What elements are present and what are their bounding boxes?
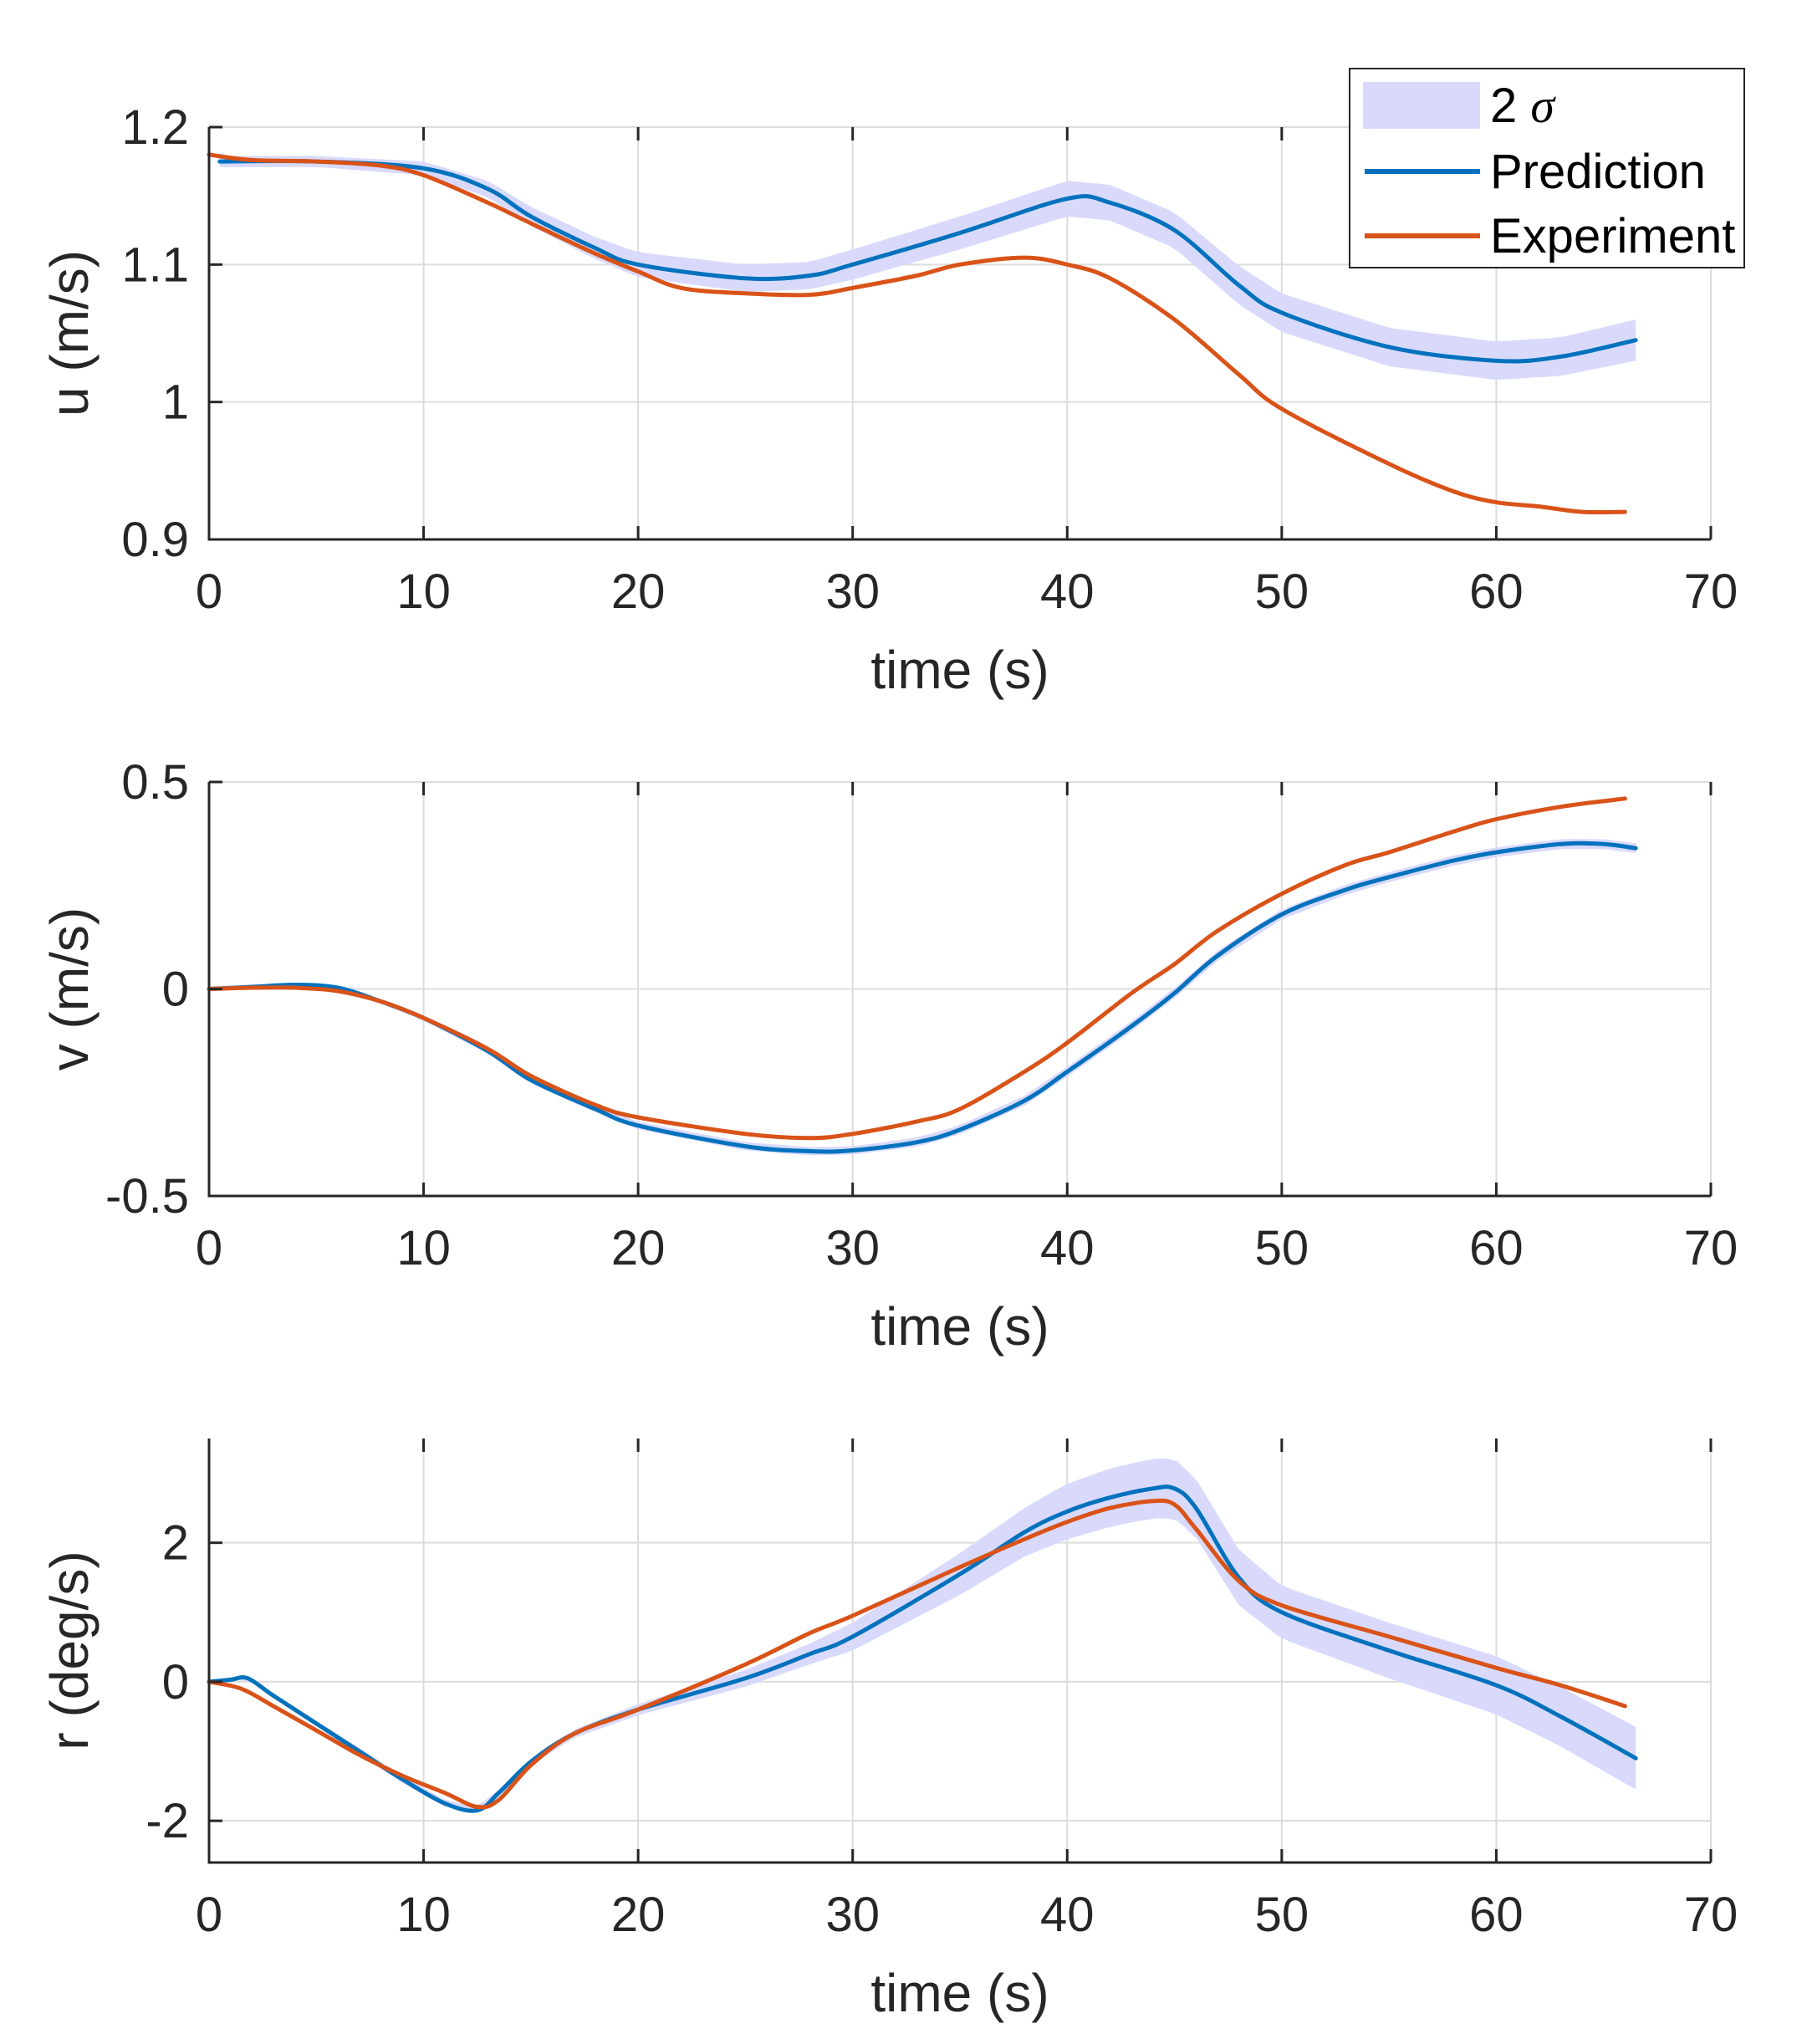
legend-experiment-label: Experiment [1490, 209, 1735, 263]
y-tick-label: 0.5 [121, 755, 189, 810]
y-tick-label: 0.9 [121, 513, 189, 567]
subplot-u: 0 10 20 30 40 50 60 70 0.9 1 1.1 1.2 time (s) u (m/s) [39, 100, 1738, 700]
x-tick-label: 10 [396, 565, 451, 619]
x-tick-label: 0 [196, 1221, 222, 1275]
experiment-line [207, 796, 1627, 1141]
experiment-line [207, 1498, 1627, 1810]
y-tick-label: 1.1 [121, 238, 189, 292]
x-axis-label: time (s) [870, 640, 1049, 700]
y-tick-label: -0.5 [105, 1169, 189, 1224]
x-tick-label: 70 [1684, 565, 1738, 619]
prediction-line [217, 158, 1638, 364]
y-tick-label: 0 [162, 963, 189, 1017]
y-tick-label: 0 [162, 1655, 189, 1709]
x-tick-label: 40 [1040, 1888, 1095, 1942]
legend-band-number: 2 [1490, 79, 1517, 133]
y-axis-label: u (m/s) [39, 250, 100, 416]
x-tick-label: 30 [825, 1221, 880, 1275]
x-axis-label: time (s) [870, 1963, 1049, 2023]
x-tick-label: 40 [1040, 565, 1095, 619]
x-tick-label: 20 [611, 1221, 666, 1275]
x-axis-label: time (s) [870, 1296, 1049, 1357]
x-tick-label: 50 [1255, 1221, 1309, 1275]
legend-band-swatch [1363, 82, 1480, 129]
legend-band-label: 2 σ [1490, 79, 1556, 133]
x-tick-label: 60 [1469, 1221, 1524, 1275]
legend-sigma-symbol: σ [1530, 79, 1556, 133]
y-axis-label: v (m/s) [39, 907, 100, 1071]
x-tick-label: 30 [825, 565, 880, 619]
x-tick-label: 0 [196, 565, 222, 619]
y-tick-label: 1 [162, 376, 189, 430]
x-tick-label: 20 [611, 565, 666, 619]
x-tick-label: 40 [1040, 1221, 1095, 1275]
x-tick-label: 30 [825, 1888, 880, 1942]
x-tick-label: 70 [1684, 1888, 1738, 1942]
y-tick-label: 2 [162, 1516, 189, 1571]
prediction-line [207, 1484, 1638, 1813]
x-tick-label: 70 [1684, 1221, 1738, 1275]
x-tick-label: 0 [196, 1888, 222, 1942]
y-axis-label: r (deg/s) [39, 1551, 100, 1750]
x-tick-label: 10 [396, 1888, 451, 1942]
x-tick-label: 60 [1469, 565, 1524, 619]
y-tick-label: -2 [145, 1794, 189, 1848]
x-tick-label: 10 [396, 1221, 451, 1275]
x-tick-label: 50 [1255, 565, 1309, 619]
x-tick-label: 20 [611, 1888, 666, 1942]
experiment-line [207, 152, 1627, 515]
x-tick-label: 60 [1469, 1888, 1524, 1942]
prediction-2sigma-band [219, 156, 1636, 380]
legend-prediction-label: Prediction [1490, 145, 1706, 199]
y-tick-label: 1.2 [121, 100, 189, 155]
legend: 2 σ Prediction Experiment [1349, 68, 1745, 268]
x-tick-label: 50 [1255, 1888, 1309, 1942]
